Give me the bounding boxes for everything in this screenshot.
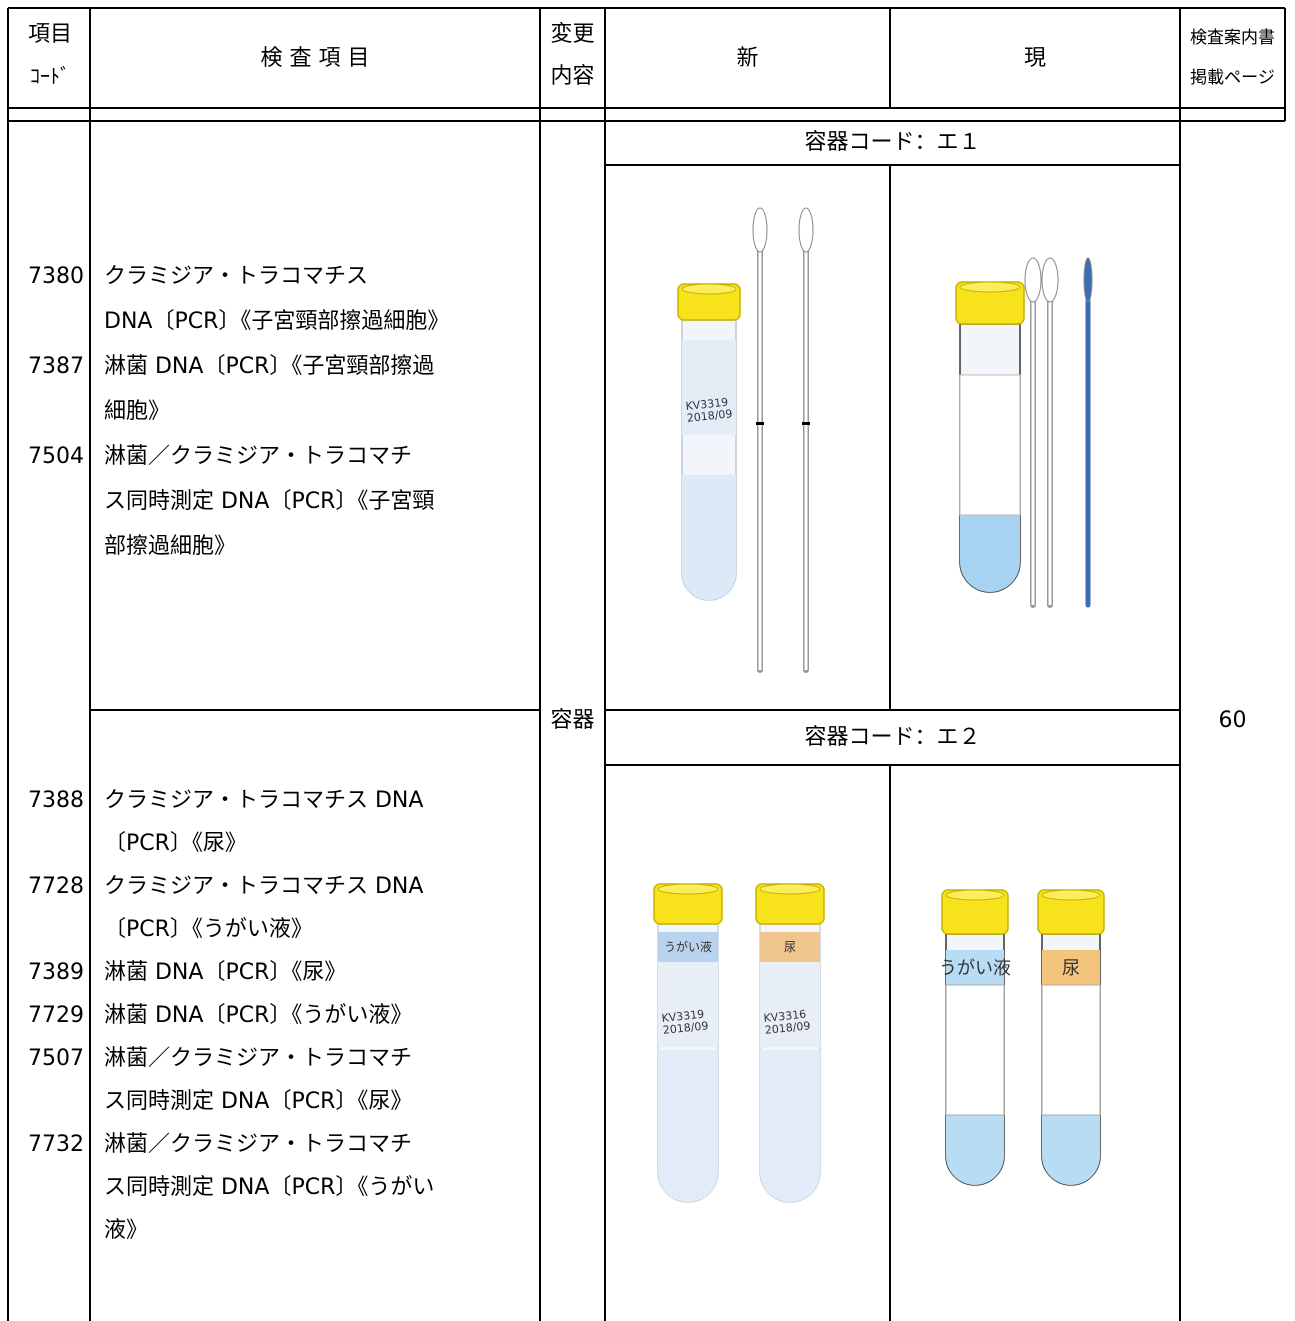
item-name: DNA〔PCR〕《子宮頸部擦過細胞》 xyxy=(104,309,450,334)
item-code: 7389 xyxy=(28,960,84,985)
item-code: 7507 xyxy=(28,1046,84,1071)
tube-cap-top xyxy=(1041,889,1101,901)
tube-label xyxy=(658,962,718,1047)
swab-head xyxy=(1041,257,1059,303)
item-code: 7504 xyxy=(28,444,84,469)
item-name: クラミジア・トラコマチス DNA xyxy=(104,788,424,813)
tube-lot-text: KV3319 xyxy=(685,396,729,413)
tube-label xyxy=(945,984,1005,1116)
item-name: 淋菌 DNA〔PCR〕《子宮頸部擦過 xyxy=(104,354,435,379)
tube-liquid xyxy=(658,1050,718,1202)
tube-lot-text: KV3316 xyxy=(763,1008,807,1025)
swab-head xyxy=(1024,257,1042,303)
tube-label xyxy=(760,962,820,1047)
item-code: 7388 xyxy=(28,788,84,813)
change-content: 容器 xyxy=(550,708,595,733)
item-name: ス同時測定 DNA〔PCR〕《尿》 xyxy=(104,1089,413,1114)
tube-cap-top xyxy=(681,283,737,295)
item-name: ス同時測定 DNA〔PCR〕《子宮頸 xyxy=(104,489,435,514)
item-name: 液》 xyxy=(104,1218,149,1243)
tube-lot-text: 2018/09 xyxy=(686,407,733,425)
header-guide: 掲載ページ xyxy=(1190,68,1275,88)
tube-liquid xyxy=(682,475,736,600)
item-name: 淋菌／クラミジア・トラコマチ xyxy=(104,444,413,469)
item-code: 7728 xyxy=(28,874,84,899)
tube-liquid xyxy=(760,1050,820,1202)
header-change: 変更 xyxy=(550,22,595,47)
item-name: 淋菌 DNA〔PCR〕《うがい液》 xyxy=(104,1003,413,1028)
container-code: 容器コード：エ１ xyxy=(804,130,981,155)
item-code: 7732 xyxy=(28,1132,84,1157)
item-name: 部擦過細胞》 xyxy=(104,534,237,559)
tube-type-label: うがい液 xyxy=(664,939,712,954)
item-name: ス同時測定 DNA〔PCR〕《うがい xyxy=(104,1175,435,1200)
item-name: クラミジア・トラコマチス xyxy=(104,264,369,289)
tube-lot-text: 2018/09 xyxy=(764,1019,811,1037)
item-code: 7729 xyxy=(28,1003,84,1028)
item-name: 〔PCR〕《尿》 xyxy=(104,831,247,856)
header-guide: 検査案内書 xyxy=(1190,28,1275,48)
container-code: 容器コード：エ２ xyxy=(804,725,981,750)
tube-liquid xyxy=(960,515,1020,592)
header-new: 新 xyxy=(736,46,759,71)
tube-lot-text: KV3319 xyxy=(661,1008,705,1025)
tube-lot-text: 2018/09 xyxy=(662,1019,709,1037)
header-change: 内容 xyxy=(550,64,595,89)
tube-type-label: 尿 xyxy=(784,940,796,954)
item-code: 7380 xyxy=(28,264,84,289)
tube-type-label: うがい液 xyxy=(939,958,1011,979)
item-name: 淋菌／クラミジア・トラコマチ xyxy=(104,1132,413,1157)
tube-cap-top xyxy=(759,883,821,895)
tube-label xyxy=(682,340,736,435)
item-name: 淋菌 DNA〔PCR〕《尿》 xyxy=(104,960,347,985)
tube-label xyxy=(1042,950,1100,985)
tube-label xyxy=(658,932,718,962)
header-code: 項目 xyxy=(27,22,72,47)
tube-label xyxy=(946,950,1004,985)
tube-cap-top xyxy=(657,883,719,895)
tube-label xyxy=(760,932,820,962)
header-code: ｺｰﾄﾞ xyxy=(30,64,70,88)
tube-label xyxy=(959,374,1021,516)
item-name: 淋菌／クラミジア・トラコマチ xyxy=(104,1046,413,1071)
swab-head xyxy=(1083,257,1093,303)
header-current: 現 xyxy=(1023,46,1046,71)
tube-label xyxy=(1041,984,1101,1116)
item-name: 細胞》 xyxy=(104,399,171,424)
item-code: 7387 xyxy=(28,354,84,379)
swab-mark xyxy=(756,422,764,425)
item-name: 〔PCR〕《うがい液》 xyxy=(104,917,313,942)
item-name: クラミジア・トラコマチス DNA xyxy=(104,874,424,899)
swab-head xyxy=(752,207,768,253)
header-item: 検 査 項 目 xyxy=(260,46,370,71)
swab-head xyxy=(798,207,814,253)
tube-cap-top xyxy=(945,889,1005,901)
tube-type-label: 尿 xyxy=(1062,958,1080,979)
guide-page: 60 xyxy=(1218,708,1247,733)
swab-mark xyxy=(802,422,810,425)
tube-cap-top xyxy=(959,281,1021,293)
